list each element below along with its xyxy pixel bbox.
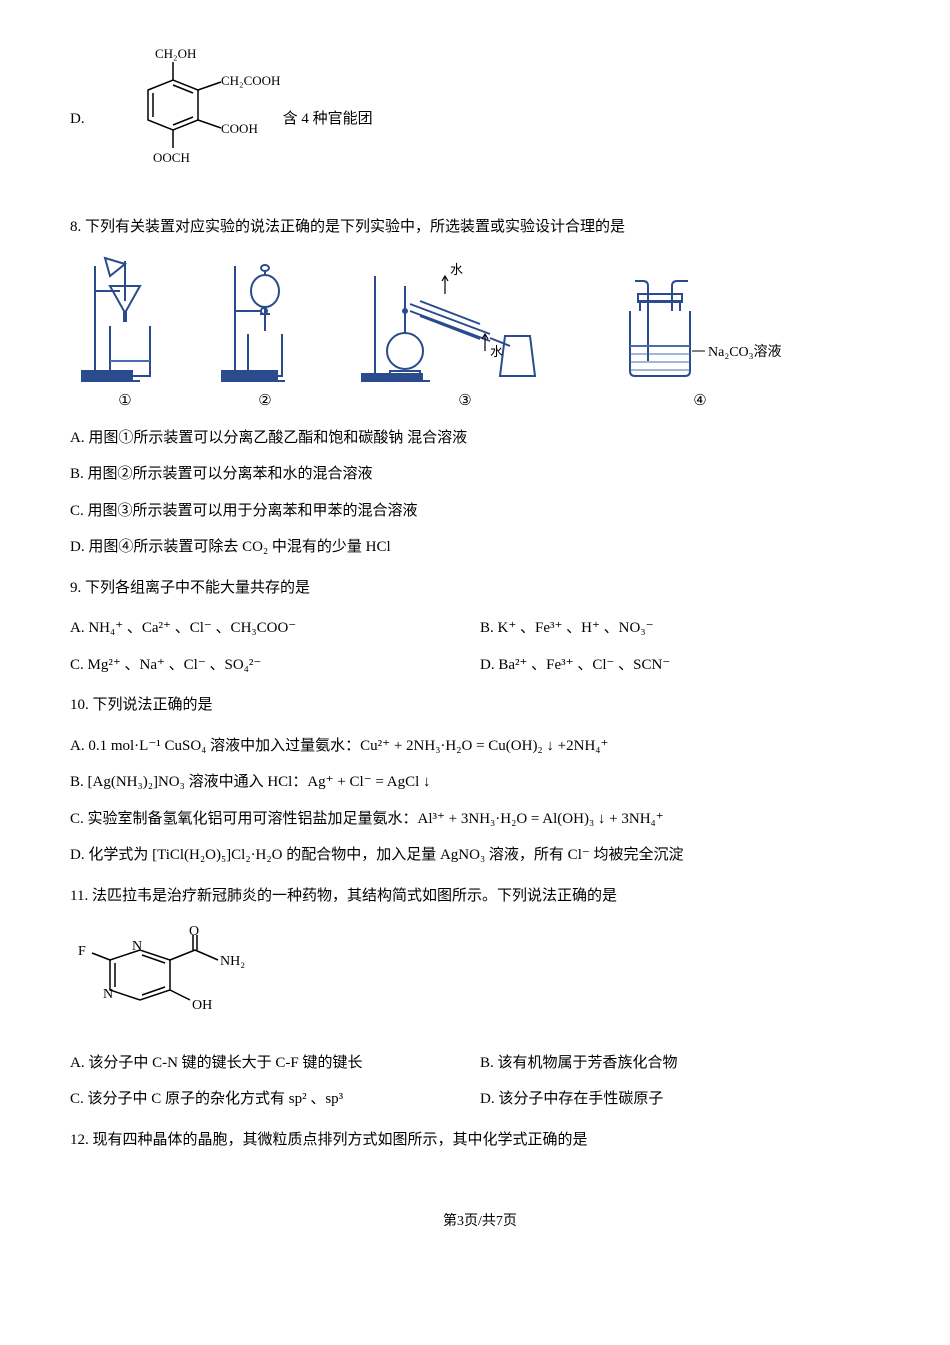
svg-text:NH₂: NH₂ (220, 954, 245, 969)
svg-text:CH₂COOH: CH₂COOH (221, 73, 280, 88)
svg-text:Na₂CO₃溶液: Na₂CO₃溶液 (708, 344, 782, 360)
q11-opt-d: D. 该分子中存在手性碳原子 (480, 1088, 890, 1111)
q9-opt-d: D. Ba²⁺ 、Fe³⁺ 、Cl⁻ 、SCN⁻ (480, 654, 890, 677)
water-down-label: 水 (490, 344, 503, 359)
option-d-row: D. CH₂OH CH₂COOH COOH OOCH 含 4 种官能团 (70, 40, 890, 198)
apparatus-3: 水 水 ③ (350, 256, 580, 413)
svg-text:OOCH: OOCH (153, 150, 190, 165)
page-footer: 第3页/共7页 (70, 1211, 890, 1232)
svg-text:N: N (103, 987, 113, 1002)
q9-opt-c: C. Mg²⁺ 、Na⁺ 、Cl⁻ 、SO₄²⁻ (70, 654, 480, 677)
q11-opt-b: B. 该有机物属于芳香族化合物 (480, 1052, 890, 1075)
q10-opt-d: D. 化学式为 [TiCl(H₂O)₅]Cl₂·H₂O 的配合物中，加入足量 A… (70, 844, 890, 867)
q11-stem: 11. 法匹拉韦是治疗新冠肺炎的一种药物，其结构简式如图所示。下列说法正确的是 (70, 885, 890, 908)
water-up-label: 水 (450, 262, 463, 277)
apparatus-2-label: ② (258, 390, 271, 413)
q10-opt-b: B. [Ag(NH₃)₂]NO₃ 溶液中通入 HCl：Ag⁺ + Cl⁻ = A… (70, 771, 890, 794)
apparatus-1-label: ① (118, 390, 131, 413)
svg-text:F: F (78, 944, 86, 959)
option-d-label: D. (70, 108, 85, 131)
q10-opt-c: C. 实验室制备氢氧化铝可用可溶性铝盐加足量氨水：Al³⁺ + 3NH₃·H₂O… (70, 808, 890, 831)
q11-opt-a: A. 该分子中 C-N 键的键长大于 C-F 键的键长 (70, 1052, 480, 1075)
q8-opt-d: D. 用图④所示装置可除去 CO₂ 中混有的少量 HCl (70, 536, 890, 559)
q8-opt-b: B. 用图②所示装置可以分离苯和水的混合溶液 (70, 463, 890, 486)
svg-text:O: O (189, 924, 199, 939)
apparatus-4-label: ④ (693, 390, 706, 413)
q9-opt-a: A. NH₄⁺ 、Ca²⁺ 、Cl⁻ 、CH₃COO⁻ (70, 617, 480, 640)
d-structure: CH₂OH CH₂COOH COOH OOCH (93, 40, 263, 198)
q8-opt-c: C. 用图③所示装置可以用于分离苯和甲苯的混合溶液 (70, 500, 890, 523)
svg-text:N: N (132, 939, 142, 954)
apparatus-1: ① (70, 256, 180, 413)
option-d-caption: 含 4 种官能团 (283, 108, 373, 131)
q9-stem: 9. 下列各组离子中不能大量共存的是 (70, 577, 890, 600)
svg-text:CH₂OH: CH₂OH (155, 46, 196, 61)
q10-opt-a: A. 0.1 mol·L⁻¹ CuSO₄ 溶液中加入过量氨水：Cu²⁺ + 2N… (70, 735, 890, 758)
apparatus-3-label: ③ (458, 390, 471, 413)
q8-opt-a: A. 用图①所示装置可以分离乙酸乙酯和饱和碳酸钠 混合溶液 (70, 427, 890, 450)
q8-stem: 8. 下列有关装置对应实验的说法正确的是下列实验中，所选装置或实验设计合理的是 (70, 216, 890, 239)
q11-structure: F N N O NH₂ OH (70, 925, 890, 1038)
apparatus-4: Na₂CO₃溶液 ④ (610, 276, 790, 413)
apparatus-2: ② (210, 256, 320, 413)
q12-stem: 12. 现有四种晶体的晶胞，其微粒质点排列方式如图所示，其中化学式正确的是 (70, 1129, 890, 1152)
q9-opt-b: B. K⁺ 、Fe³⁺ 、H⁺ 、NO₃⁻ (480, 617, 890, 640)
svg-text:COOH: COOH (221, 121, 258, 136)
q11-opt-c: C. 该分子中 C 原子的杂化方式有 sp² 、sp³ (70, 1088, 480, 1111)
svg-text:OH: OH (192, 998, 212, 1013)
apparatus-row: ① ② (70, 256, 890, 413)
q10-stem: 10. 下列说法正确的是 (70, 694, 890, 717)
